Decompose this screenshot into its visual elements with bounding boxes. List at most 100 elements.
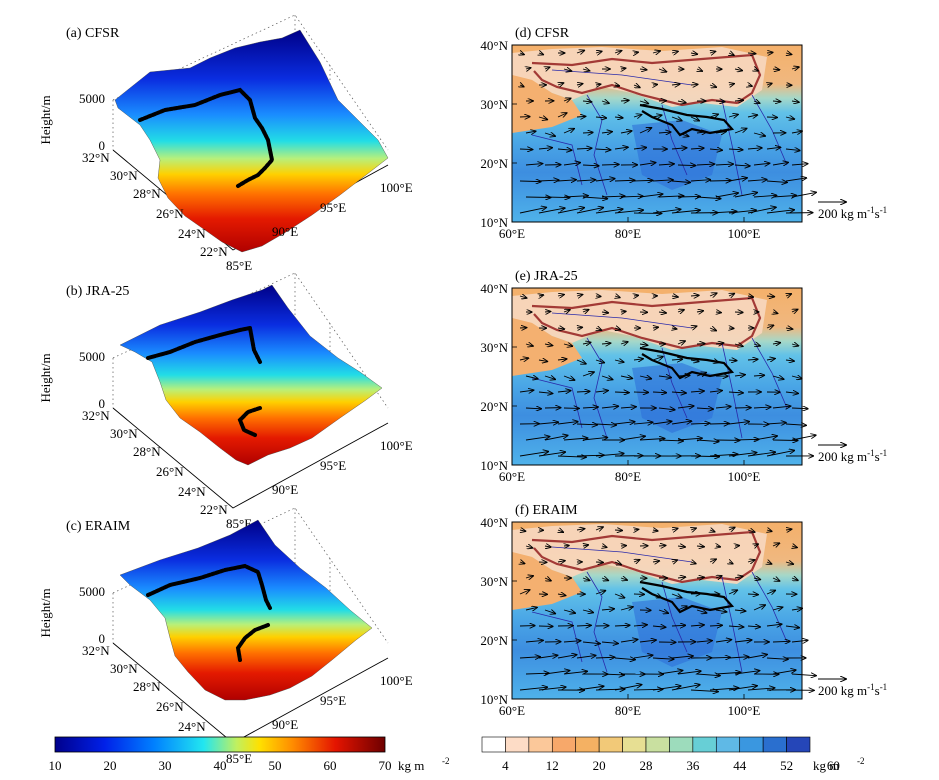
vector-arrow [526,68,531,69]
vector-arrow [595,149,611,150]
vector-arrow [576,360,586,364]
vector-arrow [653,327,658,328]
vector-arrow [728,149,743,150]
lat-tick-label: 24°N [178,719,206,734]
vector-arrow [595,424,616,425]
vector-arrow [620,407,636,408]
moist-core-region [632,363,722,433]
vector-arrow [596,328,601,330]
vector-arrow [709,657,730,658]
vector-arrow [690,53,697,54]
moist-core-region [632,120,722,190]
colorbar-tick-label: 70 [379,758,392,773]
vector-arrow [615,85,619,86]
vector-arrow [582,69,590,71]
vector-arrow [519,590,530,594]
vector-arrow [576,208,603,214]
vector-arrow [614,658,635,660]
colorbar-tick-label: 30 [159,758,172,773]
colorbar-unit: kg m [398,758,424,773]
vector-arrow [582,610,593,613]
vector-arrow [601,196,625,197]
vector-arrow [671,392,686,393]
vector-arrow [545,67,550,69]
vector-arrow [538,360,547,361]
vector-arrow [715,164,733,165]
vector-arrow [620,342,628,344]
vector-arrow [734,69,742,71]
vector-arrow [691,562,696,564]
vector-arrow [563,196,588,197]
vector-arrow [634,52,638,53]
vector-arrow [545,311,550,312]
vector-arrow [595,209,623,214]
colorbar-level [505,736,530,753]
vector-arrow [538,117,547,119]
vector-arrow [766,147,780,149]
vector-arrow [747,452,775,457]
reference-vector-label: 200 kg m-1s-1 [818,448,887,464]
vector-arrow [747,180,767,181]
lat-tick-label: 24°N [178,484,206,499]
vector-arrow [620,578,627,580]
vector-arrow [639,376,651,379]
lat-tick-label: 30°N [110,661,138,676]
vector-arrow [620,100,629,101]
vector-arrow [791,674,816,676]
vector-arrow [728,453,756,457]
vector-arrow [538,655,557,658]
vector-arrow [557,149,572,150]
vector-arrow [748,296,753,297]
vector-arrow [544,546,551,547]
vector-arrow [709,149,722,150]
vector-arrow [709,85,716,87]
vector-arrow [715,406,731,408]
vector-arrow [715,672,741,674]
vector-arrow [785,328,792,329]
vector-arrow [614,360,624,362]
lat-tick-label: 40°N [480,281,508,296]
vector-arrow [563,610,575,613]
vector-arrow [716,546,720,547]
vector-arrow [785,360,794,361]
vector-arrow [538,452,565,457]
vector-arrow [791,608,802,610]
vector-arrow [671,359,682,360]
vector-arrow [639,101,648,104]
vector-arrow [520,562,525,564]
vector-arrow [658,408,675,410]
vector-arrow [772,641,790,642]
vector-arrow [772,440,798,441]
vector-arrow [671,656,693,658]
lat-tick-label: 20°N [480,399,508,414]
vector-arrow [766,325,773,328]
vector-arrow [791,435,816,441]
vector-arrow [747,654,767,659]
vector-arrow [709,293,717,296]
lon-tick-label: 80°E [615,226,641,241]
vector-arrow [677,577,685,578]
terrain-surface [119,519,373,701]
vector-arrow [563,69,571,71]
vector-arrow [602,546,607,547]
lat-tick-label: 20°N [480,156,508,171]
vector-arrow [728,178,747,181]
vector-arrow [734,344,743,346]
vector-arrow [615,296,620,297]
lon-tick-label: 100°E [728,703,761,718]
vector-arrow [728,210,756,214]
vector-arrow [620,196,643,197]
vector-arrow [766,359,775,360]
vector-arrow [633,655,653,658]
vector-arrow [583,545,588,546]
vector-arrow [709,391,722,392]
surface-panel-2: (b) JRA-25 Height/m 5000 032°N30°N 28°N 26°N 2… [38,272,413,531]
vector-arrow [747,148,762,149]
vector-arrow [671,51,678,53]
vector-arrow [715,101,725,102]
vector-arrow [709,180,731,181]
vector-arrow [791,164,808,165]
z-tick-label: 5000 [79,349,105,364]
vector-arrow [747,626,760,627]
vector-arrow [519,687,547,691]
